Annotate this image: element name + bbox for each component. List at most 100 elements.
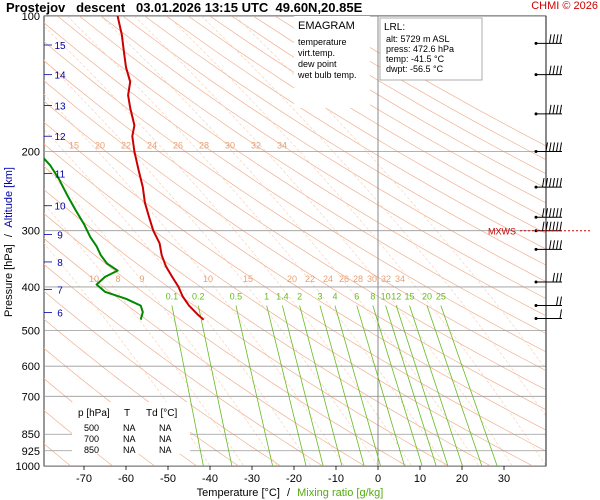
mixing-ratio-label: 3 [317, 292, 322, 302]
dry-adiabat [122, 16, 546, 283]
table-cell: NA [159, 434, 172, 444]
pressure-tick-label: 850 [22, 429, 40, 441]
x-tick-label: -60 [118, 473, 134, 485]
x-tick-label: -20 [286, 473, 302, 485]
x-tick-label: -40 [202, 473, 218, 485]
wind-barb [534, 65, 562, 77]
adiabat-label: 10 [89, 274, 99, 284]
adiabat-label: 28 [353, 274, 363, 284]
adiabat-label: 32 [251, 140, 261, 150]
pressure-tick-label: 500 [22, 326, 40, 338]
thermo-grid [44, 16, 546, 466]
adiabat-label: 15 [243, 274, 253, 284]
dry-adiabat [44, 22, 546, 353]
legend-item-wet-bulb: wet bulb temp. [297, 70, 357, 80]
wind-barb [534, 208, 562, 219]
mixing-ratio-line [266, 305, 307, 466]
dry-adiabat [144, 16, 546, 266]
table-cell: 500 [84, 423, 99, 433]
table-cell: NA [123, 434, 136, 444]
mixing-ratio-label: 6 [354, 292, 359, 302]
mixing-ratio-label: 4 [332, 292, 337, 302]
ylabel-altitude: Altitude [km] [3, 167, 15, 228]
adiabat-label: 22 [121, 140, 131, 150]
mixing-ratio-label: 15 [404, 292, 414, 302]
mixing-ratio-line [385, 305, 437, 466]
dry-adiabat [44, 80, 546, 411]
lrl-panel: LRL: alt: 5729 m ASL press: 472.6 hPa te… [379, 17, 483, 81]
svg-text:Pressure [hPa] / A: Pressure [hPa] / Altitude [km] [3, 167, 15, 317]
mixing-ratio-label: 25 [436, 292, 446, 302]
x-axis-title: Temperature [°C] / Mixing ratio [g/kg] [197, 487, 384, 499]
dry-adiabat [209, 16, 546, 219]
wind-barb [534, 104, 562, 116]
lrl-title: LRL: [384, 22, 405, 33]
table-cell: NA [123, 445, 136, 455]
pressure-tick-label: 700 [22, 391, 40, 403]
mixing-ratio-line [319, 305, 365, 466]
svg-text:Temperature [°C] /: Temperature [°C] / Mixing ratio [g/kg] [197, 487, 384, 499]
pressure-tick-label: 925 [22, 446, 40, 458]
table-cell: NA [123, 423, 136, 433]
pressure-tick-label: 400 [22, 282, 40, 294]
lrl-altitude: alt: 5729 m ASL [386, 34, 450, 44]
table-header-td: Td [°C] [146, 408, 177, 419]
mixing-ratio-line [282, 305, 324, 466]
legend-title: EMAGRAM [298, 20, 355, 32]
altitude-tick-label: 11 [55, 170, 66, 181]
adiabat-label: 34 [395, 274, 405, 284]
adiabat-label: 22 [305, 274, 315, 284]
legend-item-virt-temp: virt.temp. [298, 48, 335, 58]
adiabat-label: 24 [147, 140, 157, 150]
mixing-ratio-label: 0.1 [166, 292, 179, 302]
mixing-ratio-line [395, 305, 449, 466]
adiabat-label: 8 [115, 274, 120, 284]
mixing-ratio-label: 0.5 [230, 292, 243, 302]
mixing-ratio-line [235, 305, 274, 466]
dry-adiabat [231, 16, 546, 204]
wind-barbs: MXWS [488, 16, 590, 466]
table-cell: 850 [84, 445, 99, 455]
mixing-ratio-line [299, 305, 343, 466]
wind-barb [534, 240, 562, 251]
adiabat-label: 28 [199, 140, 209, 150]
pressure-tick-label: 300 [22, 226, 40, 238]
adiabat-label: 26 [339, 274, 349, 284]
lrl-pressure: press: 472.6 hPa [386, 44, 454, 54]
pressure-tick-label: 200 [22, 146, 40, 158]
ylabel-separator: / [3, 233, 15, 237]
x-tick-label: -30 [244, 473, 260, 485]
altitude-tick-label: 6 [57, 309, 63, 320]
dry-adiabat [100, 16, 546, 299]
altitude-tick-label: 15 [54, 41, 66, 52]
lrl-temperature: temp: -41.5 °C [386, 54, 445, 64]
adiabat-label: 30 [367, 274, 377, 284]
adiabat-label: 26 [173, 140, 183, 150]
dry-adiabat [165, 16, 546, 250]
pressure-tick-label: 100 [22, 11, 40, 23]
dry-adiabat [187, 16, 546, 234]
moist-adiabat [234, 16, 546, 370]
altitude-tick-label: 7 [57, 285, 63, 296]
adiabat-label: 9 [139, 274, 144, 284]
x-tick-label: 0 [375, 473, 381, 485]
x-tick-label: 20 [456, 473, 468, 485]
altitude-tick-label: 13 [54, 101, 66, 112]
x-tick-label: -10 [328, 473, 344, 485]
mixing-ratio-label: 2 [297, 292, 302, 302]
altitude-tick-label: 10 [54, 202, 66, 213]
wind-barb [534, 178, 562, 189]
table-cell: 700 [84, 434, 99, 444]
mixing-ratio-line [440, 305, 498, 466]
x-tick-label: -70 [76, 473, 92, 485]
adiabat-label: 15 [69, 140, 79, 150]
table-header-p: p [hPa] [78, 408, 110, 419]
adiabat-label: 30 [225, 140, 235, 150]
wind-barb [534, 142, 562, 153]
wind-barb [534, 272, 562, 284]
pressure-tick-label: 1000 [16, 461, 40, 473]
dry-adiabat [78, 16, 546, 317]
table-cell: NA [159, 445, 172, 455]
dry-adiabat [44, 41, 546, 372]
